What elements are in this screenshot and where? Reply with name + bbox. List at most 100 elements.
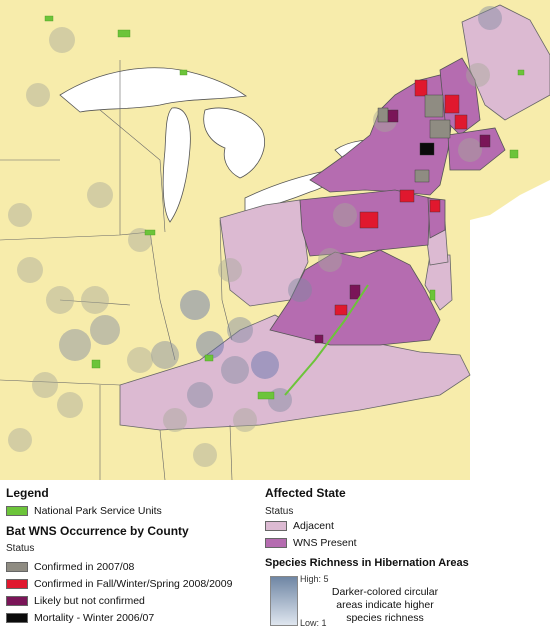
richness-circle: [8, 428, 32, 452]
richness-circle: [49, 27, 75, 53]
county-label: Likely but not confirmed: [34, 595, 145, 607]
county-label: Confirmed in 2007/08: [34, 561, 135, 573]
state-section-title: Affected State: [265, 486, 346, 500]
nps-unit: [257, 391, 275, 400]
richness-circle: [87, 182, 113, 208]
richness-circle: [221, 356, 249, 384]
richness-circle: [127, 347, 153, 373]
lake-superior: [59, 67, 248, 113]
county-confirmed-2007-08: [424, 94, 444, 118]
richness-title: Species Richness in Hibernation Areas: [265, 557, 469, 569]
richness-circle: [26, 83, 50, 107]
richness-circle: [46, 286, 74, 314]
county-swatch: [6, 562, 28, 572]
richness-circle: [17, 257, 43, 283]
adjacent-states: [119, 4, 550, 431]
county-label: Mortality - Winter 2006/07: [34, 612, 155, 624]
state-label: Adjacent: [293, 520, 334, 532]
richness-circle: [218, 258, 242, 282]
county-confirmed-2007-08: [377, 107, 389, 123]
richness-circle: [187, 382, 213, 408]
richness-high-label: High: 5: [300, 574, 329, 584]
nps-unit: [204, 354, 214, 362]
hibernation-circles: [8, 6, 502, 467]
county-likely: [349, 284, 361, 300]
county-swatch: [6, 579, 28, 589]
nps-unit: [117, 29, 131, 38]
county-status-label: Status: [6, 543, 35, 554]
state-swatch: [265, 521, 287, 531]
richness-low-label: Low: 1: [300, 618, 327, 628]
richness-circle: [196, 331, 224, 359]
legend-panel: Legend National Park Service Units Bat W…: [0, 480, 550, 640]
county-confirmed-2008-09: [359, 211, 379, 229]
county-confirmed-2008-09: [444, 94, 460, 114]
nps-swatch: [6, 506, 28, 516]
county-confirmed-2008-09: [429, 199, 441, 213]
state-swatch: [265, 538, 287, 548]
legend-item-county: Confirmed in 2007/08: [6, 561, 134, 573]
nps-unit: [144, 229, 156, 236]
county-swatch: [6, 613, 28, 623]
legend-item-nps: National Park Service Units: [6, 505, 162, 517]
richness-circle: [151, 341, 179, 369]
richness-circle: [458, 138, 482, 162]
nps-unit: [91, 359, 101, 369]
richness-circle: [227, 317, 253, 343]
county-confirmed-2007-08: [429, 119, 451, 139]
legend-item-county: Likely but not confirmed: [6, 595, 145, 607]
county-confirmed-2007-08: [414, 169, 430, 183]
state-status-label: Status: [265, 506, 294, 517]
richness-circle: [57, 392, 83, 418]
richness-circle: [180, 290, 210, 320]
county-section-title: Bat WNS Occurrence by County: [6, 524, 189, 538]
nps-label: National Park Service Units: [34, 505, 162, 517]
nps-unit: [429, 289, 436, 301]
county-confirmed-2008-09: [334, 304, 348, 316]
nps-unit: [517, 69, 525, 76]
richness-circle: [233, 408, 257, 432]
county-likely: [387, 109, 399, 123]
richness-gradient: [270, 576, 298, 626]
county-swatch: [6, 596, 28, 606]
richness-circle: [90, 315, 120, 345]
richness-circle: [478, 6, 502, 30]
state-mass-ct: [447, 127, 506, 171]
richness-circle: [333, 203, 357, 227]
richness-circle: [163, 408, 187, 432]
state-kentucky-tn: [119, 314, 471, 431]
richness-circle: [193, 443, 217, 467]
legend-item-state: WNS Present: [265, 537, 357, 549]
county-confirmed-2008-09: [399, 189, 415, 203]
richness-note: Darker-colored circular areas indicate h…: [331, 586, 439, 624]
richness-circle: [251, 351, 279, 379]
state-label: WNS Present: [293, 537, 357, 549]
state-borders: [0, 60, 233, 480]
richness-circle: [288, 278, 312, 302]
richness-circle: [466, 63, 490, 87]
atlantic-coast: [470, 180, 550, 480]
nps-unit: [44, 15, 54, 22]
county-label: Confirmed in Fall/Winter/Spring 2008/200…: [34, 578, 233, 590]
richness-circle: [81, 286, 109, 314]
nps-unit: [179, 69, 188, 76]
legend-item-county: Confirmed in Fall/Winter/Spring 2008/200…: [6, 578, 232, 590]
richness-circle: [318, 248, 342, 272]
county-likely: [314, 334, 324, 344]
nps-units: [44, 15, 525, 400]
great-lakes: [59, 67, 389, 223]
nps-unit: [509, 149, 519, 159]
county-confirmed-2008-09: [414, 79, 428, 97]
lake-huron: [203, 107, 265, 179]
legend-item-county: Mortality - Winter 2006/07: [6, 612, 154, 624]
nps-parkway: [284, 284, 369, 396]
state-ohio: [219, 199, 309, 307]
richness-circle: [8, 203, 32, 227]
lake-michigan: [162, 107, 191, 223]
legend-item-state: Adjacent: [265, 520, 334, 532]
wns-counties: [314, 79, 491, 344]
wns-map: [0, 0, 550, 480]
legend-title: Legend: [6, 486, 49, 500]
richness-circle: [32, 372, 58, 398]
county-likely: [479, 134, 491, 148]
